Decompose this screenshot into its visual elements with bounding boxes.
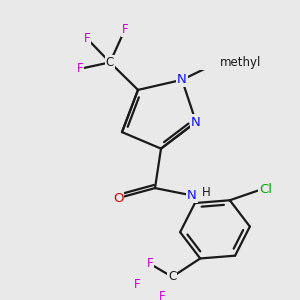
Text: Cl: Cl: [259, 183, 272, 196]
Text: methyl_fix: methyl_fix: [187, 56, 249, 69]
Text: F: F: [84, 32, 90, 45]
Text: N: N: [187, 189, 197, 202]
Text: methyl: methyl: [197, 56, 239, 69]
Text: H: H: [202, 186, 210, 199]
Text: C: C: [106, 56, 114, 69]
Text: O: O: [113, 192, 123, 205]
Text: N: N: [177, 73, 187, 86]
Text: F: F: [159, 290, 166, 300]
Text: F: F: [77, 62, 83, 75]
Text: methyl: methyl: [220, 56, 261, 69]
Text: methyl: methyl: [218, 56, 260, 69]
Text: N: N: [191, 116, 201, 128]
Text: F: F: [134, 278, 140, 291]
Text: methyl: methyl: [218, 55, 269, 70]
Text: F: F: [122, 23, 128, 36]
Text: F: F: [147, 257, 154, 271]
Text: C: C: [168, 270, 176, 283]
